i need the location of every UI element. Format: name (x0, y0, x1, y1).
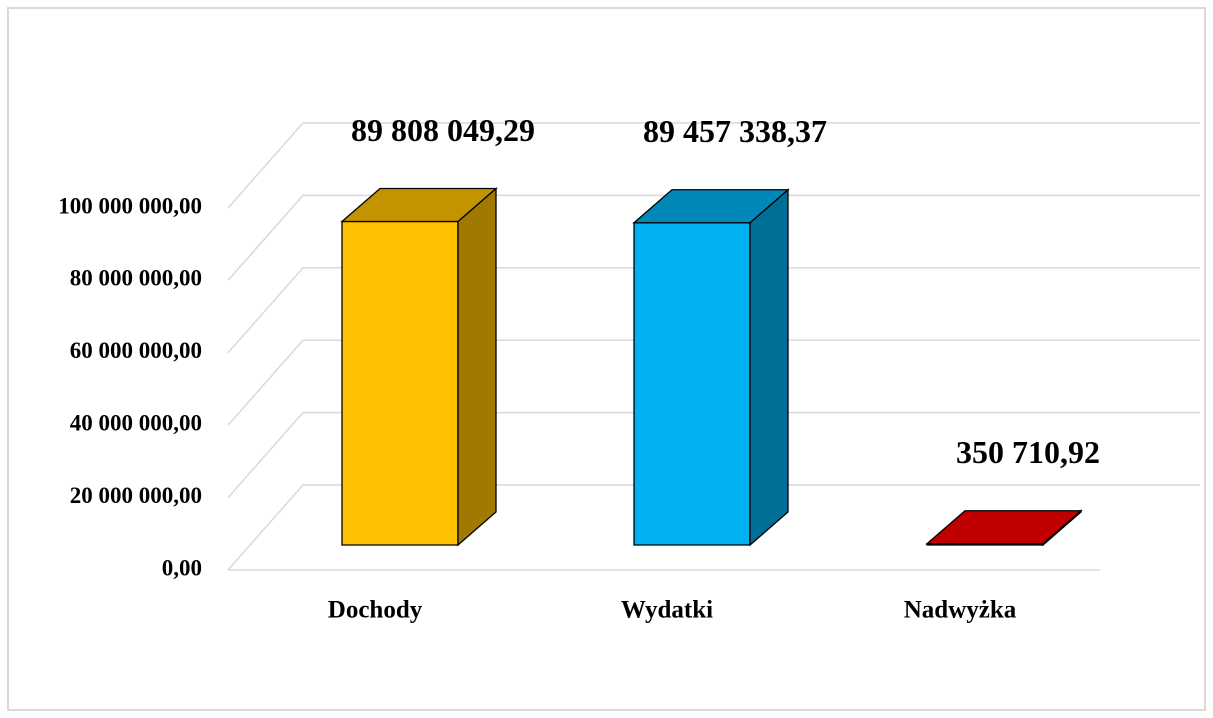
bar (632, 188, 790, 547)
value-label: 89 808 049,29 (351, 112, 535, 148)
bar (340, 187, 498, 547)
x-tick-label: Nadwyżka (904, 597, 1017, 624)
y-tick-label: 40 000 000,00 (70, 410, 202, 435)
value-label: 89 457 338,37 (643, 113, 827, 149)
bar-top (925, 510, 1083, 545)
grid-line (227, 194, 1200, 281)
x-tick-label: Dochody (328, 597, 423, 624)
bar-side (457, 187, 497, 547)
y-tick-label: 0,00 (162, 555, 202, 580)
bar-top (632, 189, 790, 224)
y-tick-label: 60 000 000,00 (70, 338, 202, 363)
bar-side (749, 188, 789, 547)
chart-frame (7, 7, 1206, 711)
bar-front (341, 220, 459, 546)
floor-line (227, 484, 1200, 571)
grid-line (227, 411, 1200, 499)
y-tick-label: 100 000 000,00 (58, 193, 202, 218)
grid-line (227, 267, 1200, 354)
y-tick-label: 80 000 000,00 (70, 266, 202, 291)
bar (925, 509, 1083, 547)
grid-line (227, 339, 1200, 426)
y-tick-label: 20 000 000,00 (70, 483, 202, 508)
bar-front (633, 222, 751, 546)
grid-line (227, 122, 1200, 209)
x-tick-label: Wydatki (621, 597, 713, 624)
bar-top (340, 187, 498, 223)
value-label: 350 710,92 (956, 434, 1100, 470)
